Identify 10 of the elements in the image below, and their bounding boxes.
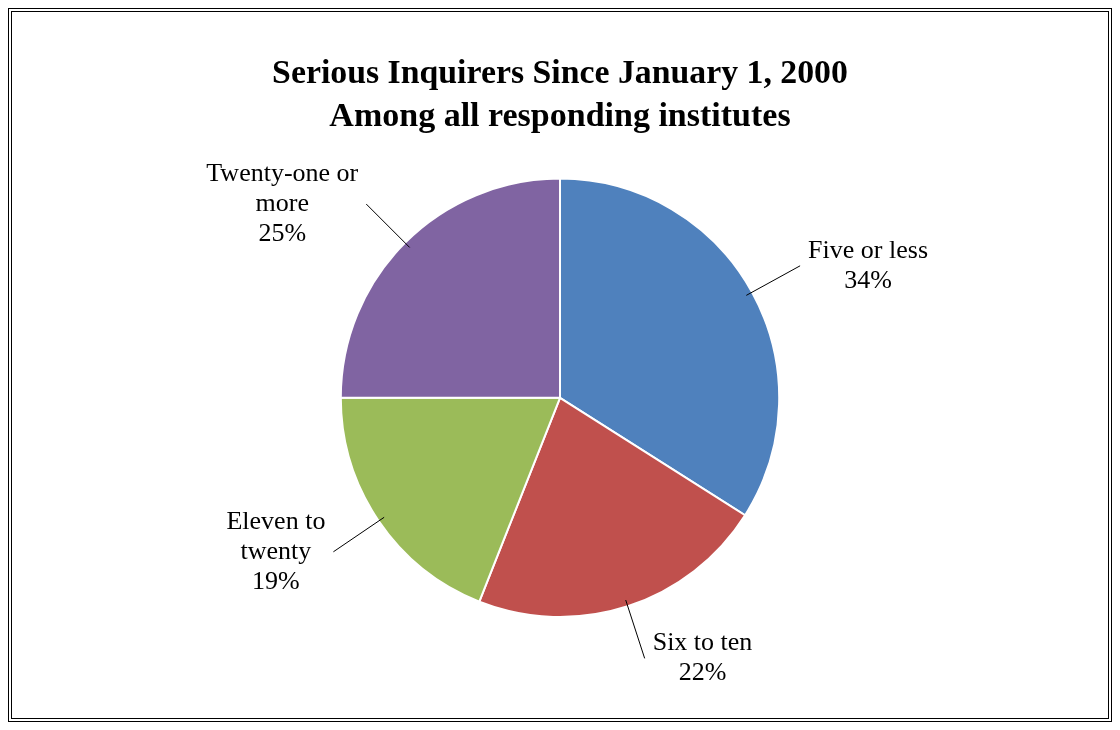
data-label: 34%: [844, 264, 892, 294]
chart-subtitle: Among all responding institutes: [329, 95, 791, 133]
chart-title: Serious Inquirers Since January 1, 2000: [272, 53, 848, 91]
slice-label: Five or less: [808, 234, 928, 264]
data-label: 19%: [252, 565, 300, 595]
slice-label: Six to ten: [652, 627, 753, 657]
slice-label: Eleven to twenty: [226, 505, 326, 565]
slice-label: Twenty-one or more: [206, 157, 359, 217]
data-label: 22%: [678, 657, 727, 687]
data-label: 25%: [258, 217, 307, 247]
